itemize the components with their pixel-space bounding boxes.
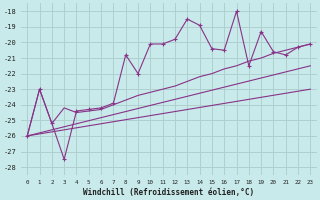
X-axis label: Windchill (Refroidissement éolien,°C): Windchill (Refroidissement éolien,°C) — [83, 188, 254, 197]
